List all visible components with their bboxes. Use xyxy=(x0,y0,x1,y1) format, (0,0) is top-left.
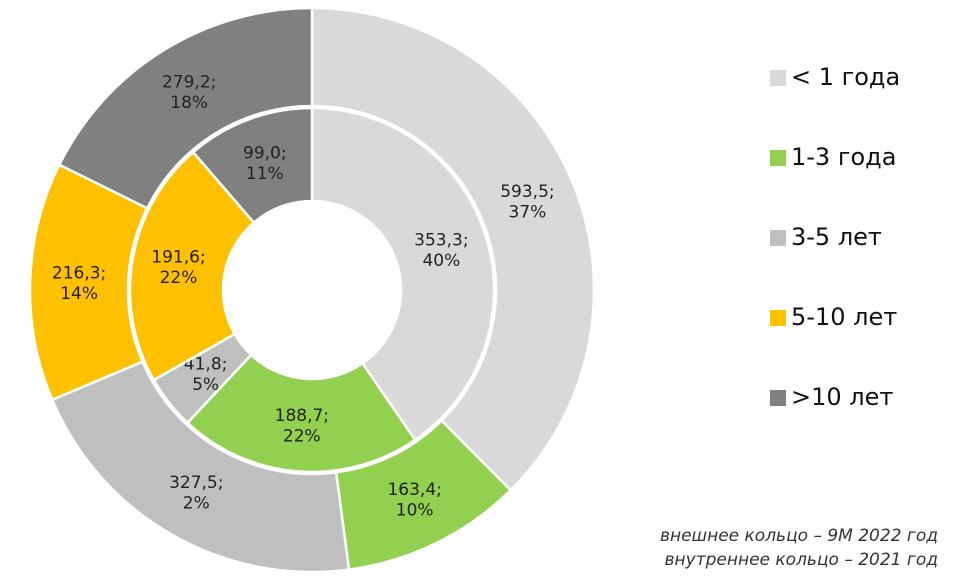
donut-segment xyxy=(191,106,314,225)
data-label: 191,6; 22% xyxy=(151,248,205,288)
donut-segment xyxy=(310,106,496,442)
legend-label: 3-5 лет xyxy=(791,223,882,251)
legend-label: 5-10 лет xyxy=(791,303,897,331)
donut-segment xyxy=(57,6,314,210)
legend-marker xyxy=(770,390,786,406)
donut-segment xyxy=(310,6,596,492)
data-label: 327,5; 2% xyxy=(169,473,223,513)
donut-segment xyxy=(50,359,351,574)
legend-marker xyxy=(770,230,786,246)
data-label: 163,4; 10% xyxy=(387,480,441,520)
data-label: 99,0; 11% xyxy=(243,144,287,184)
legend-marker xyxy=(770,70,786,86)
note: внешнее кольцо – 9М 2022 год xyxy=(660,526,938,546)
data-label: 279,2; 18% xyxy=(162,73,216,113)
donut-segment xyxy=(128,150,256,382)
legend-label: 1-3 года xyxy=(791,143,896,171)
data-label: 353,3; 40% xyxy=(414,231,468,271)
legend-label: >10 лет xyxy=(791,383,893,411)
legend-marker xyxy=(770,150,786,166)
data-label: 216,3; 14% xyxy=(52,264,106,304)
data-label: 188,7; 22% xyxy=(275,406,329,446)
legend-marker xyxy=(770,310,786,326)
data-label: 593,5; 37% xyxy=(500,182,554,222)
donut-segment xyxy=(185,353,417,474)
note: внутреннее кольцо – 2021 год xyxy=(665,550,939,570)
legend-label: < 1 года xyxy=(791,63,900,91)
data-label: 41,8; 5% xyxy=(184,355,228,395)
